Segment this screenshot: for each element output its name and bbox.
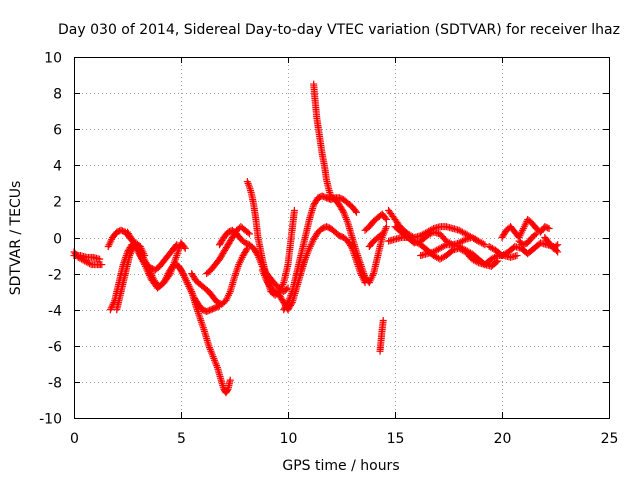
series-track-06 [124,228,189,292]
data-point [138,256,146,264]
series-track-16 [327,192,390,287]
y-tick-label: -10 [39,412,62,428]
x-tick-label: 0 [70,431,79,447]
data-point [245,230,253,238]
data-point [137,253,145,261]
data-point [554,241,562,249]
data-point [226,376,234,384]
data-point [532,230,540,238]
data-point [378,230,386,238]
y-tick-label: -4 [48,304,62,320]
data-point [381,214,389,222]
data-point [283,300,291,308]
data-point [98,261,106,269]
series-track-18 [365,230,386,251]
series-track-19 [376,317,387,355]
data-point [223,386,231,394]
data-point [136,251,144,259]
data-point [441,242,449,250]
data-point [96,255,104,263]
series-track-09 [203,223,253,278]
data-point [134,248,142,256]
data-point [460,236,468,244]
series-track-24 [485,239,562,260]
data-point [140,259,148,267]
y-tick-label: 4 [53,159,62,175]
data-point [165,271,173,279]
series-track-08 [188,244,251,308]
x-tick-label: 5 [177,431,186,447]
data-point [545,224,553,232]
y-tick-label: 0 [53,232,62,248]
data-point [377,231,385,239]
y-tick-label: -8 [48,376,62,392]
x-tick-label: 10 [280,431,298,447]
data-point [243,244,251,252]
series-track-15 [297,223,369,287]
data-point [290,206,298,214]
series-track-17 [361,210,390,234]
y-tick-label: 6 [53,123,62,139]
data-point [513,252,521,260]
y-tick-label: 10 [44,51,62,67]
series-track-26 [515,230,540,249]
x-axis-label: GPS time / hours [282,458,399,474]
series-track-13 [280,192,360,314]
data-point [494,257,502,265]
x-tick-labels: 0 5 10 15 20 25 [70,431,618,447]
series-track-27 [541,234,562,252]
y-tick-label: -2 [48,268,62,284]
series-track-07 [175,262,234,397]
x-tick-label: 25 [601,431,619,447]
chart-title: Day 030 of 2014, Sidereal Day-to-day VTE… [58,22,620,38]
data-point [181,244,189,252]
data-point [137,254,145,262]
x-tick-label: 20 [494,431,512,447]
data-point [86,260,94,268]
series-track-02 [70,252,104,263]
x-tick-label: 15 [387,431,405,447]
series-track-22 [391,223,489,249]
data-point [552,242,560,250]
data-point [379,317,387,325]
data-point [531,231,539,239]
series-track-14 [310,80,335,200]
y-tick-label: 8 [53,87,62,103]
data-point [180,243,188,251]
y-tick-labels: -10 -8 -6 -4 -2 0 2 4 6 8 10 [39,51,62,428]
data-point [352,208,360,216]
y-tick-label: -6 [48,340,62,356]
series-track-23 [417,241,502,270]
data-point [382,223,390,231]
data-point [135,250,143,258]
data-point [554,248,562,256]
data-point [351,207,359,215]
series-track-25 [498,215,553,241]
data-point [479,240,487,248]
data-point [178,268,186,276]
data-point [481,241,489,249]
data-points [70,80,562,397]
data-point [544,224,552,232]
axis-ticks [74,57,610,419]
data-point [139,257,147,265]
data-point [492,258,500,266]
data-point [242,246,250,254]
y-tick-label: 2 [53,195,62,211]
data-point [283,285,291,293]
data-point [339,207,347,215]
data-point [244,229,252,237]
y-axis-label: SDTVAR / TECUs [8,181,24,296]
data-point [382,215,390,223]
